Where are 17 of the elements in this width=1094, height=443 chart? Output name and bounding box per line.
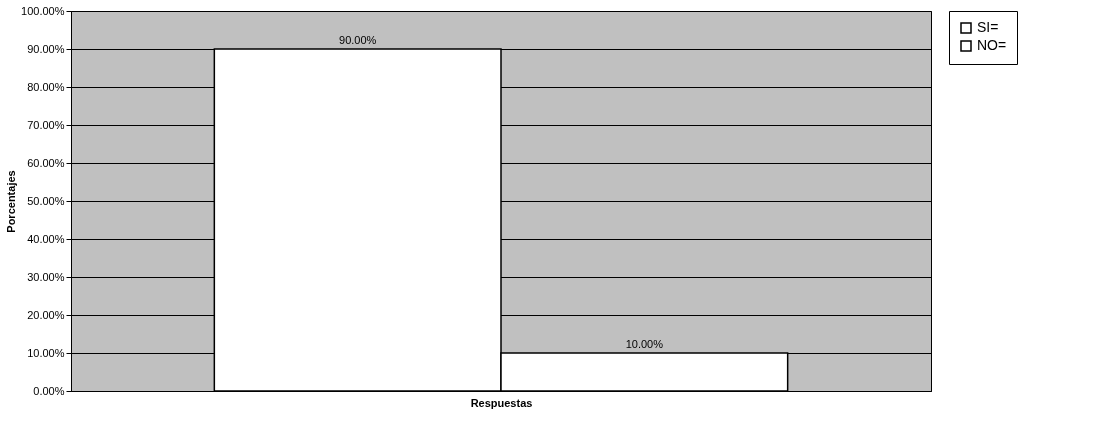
legend-label: NO= bbox=[977, 37, 1007, 53]
y-tick-label: 80.00% bbox=[27, 80, 65, 93]
y-tick-label: 40.00% bbox=[27, 232, 65, 245]
data-label: 90.00% bbox=[339, 34, 377, 46]
x-axis-title: Respuestas bbox=[470, 396, 533, 409]
y-tick-label: 0.00% bbox=[33, 384, 65, 397]
data-label: 10.00% bbox=[625, 338, 664, 350]
y-tick-label: 10.00% bbox=[27, 346, 65, 359]
y-tick-label: 90.00% bbox=[27, 42, 65, 55]
legend-label: SI= bbox=[977, 19, 999, 35]
y-tick-label: 20.00% bbox=[27, 308, 65, 321]
y-tick-label: 50.00% bbox=[27, 194, 65, 207]
y-axis-title: Porcentajes bbox=[5, 170, 18, 233]
y-tick-label: 100.00% bbox=[21, 4, 65, 17]
y-tick-label: 30.00% bbox=[27, 270, 65, 283]
y-tick-label: 70.00% bbox=[27, 118, 65, 131]
y-tick-label: 60.00% bbox=[27, 156, 65, 169]
